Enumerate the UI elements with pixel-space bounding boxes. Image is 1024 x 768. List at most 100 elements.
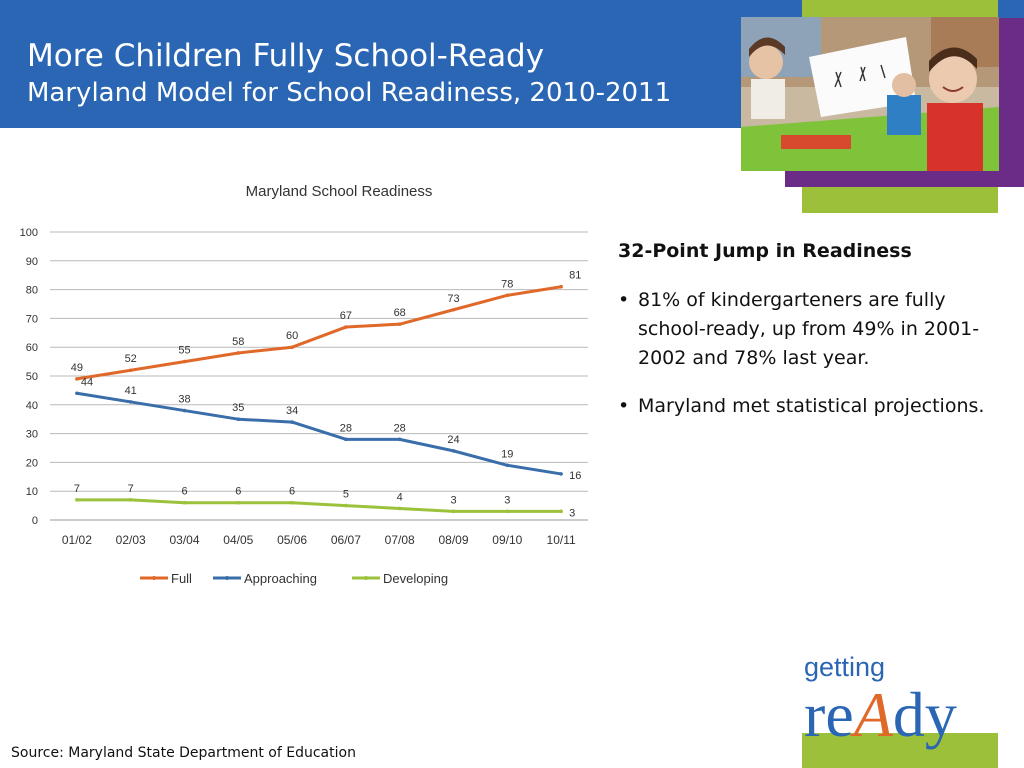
y-tick-label: 90 bbox=[26, 256, 38, 268]
series-line-full bbox=[76, 285, 562, 381]
data-label: 3 bbox=[450, 494, 456, 506]
y-tick-label: 30 bbox=[26, 429, 38, 441]
page-subtitle: Maryland Model for School Readiness, 201… bbox=[27, 78, 672, 108]
data-point bbox=[397, 506, 402, 511]
data-point bbox=[182, 500, 187, 505]
data-label: 24 bbox=[447, 434, 459, 446]
data-point bbox=[344, 325, 348, 329]
data-point bbox=[290, 420, 294, 424]
data-point bbox=[505, 463, 510, 468]
y-tick-label: 10 bbox=[26, 486, 38, 498]
x-tick-label: 07/08 bbox=[385, 533, 415, 547]
y-tick-label: 60 bbox=[26, 342, 38, 354]
x-tick-label: 02/03 bbox=[116, 533, 146, 547]
x-tick-label: 04/05 bbox=[223, 533, 253, 547]
data-label: 28 bbox=[394, 422, 406, 434]
data-label: 60 bbox=[286, 330, 298, 342]
data-label: 19 bbox=[501, 448, 513, 460]
source-note: Source: Maryland State Department of Edu… bbox=[11, 745, 356, 761]
data-label: 55 bbox=[178, 345, 190, 357]
data-label: 49 bbox=[71, 362, 83, 374]
y-tick-label: 40 bbox=[26, 400, 38, 412]
data-label: 6 bbox=[289, 486, 295, 498]
data-label: 78 bbox=[501, 278, 513, 290]
y-tick-label: 50 bbox=[26, 371, 38, 383]
data-point bbox=[505, 293, 510, 298]
data-point bbox=[559, 509, 563, 514]
data-point bbox=[182, 408, 187, 413]
data-label: 81 bbox=[569, 270, 581, 282]
data-label: 16 bbox=[569, 470, 581, 482]
logo-accent-bar bbox=[802, 733, 998, 768]
data-label: 28 bbox=[340, 422, 352, 434]
legend-label: Developing bbox=[383, 571, 448, 586]
data-point bbox=[236, 417, 241, 421]
data-label: 6 bbox=[235, 486, 241, 498]
data-point bbox=[559, 472, 563, 476]
data-label: 67 bbox=[340, 310, 352, 322]
chart-title: Maryland School Readiness bbox=[246, 183, 433, 200]
series-line-approaching bbox=[76, 391, 562, 476]
data-point bbox=[75, 391, 79, 396]
data-point bbox=[451, 307, 456, 312]
data-point bbox=[559, 284, 563, 289]
data-label: 73 bbox=[447, 293, 459, 305]
bullet-text: 81% of kindergarteners are fully school-… bbox=[638, 289, 980, 369]
x-tick-label: 06/07 bbox=[331, 533, 361, 547]
accent-strip-bottom bbox=[802, 187, 998, 213]
bullet-icon: • bbox=[618, 289, 630, 311]
legend-marker bbox=[364, 576, 368, 580]
children-drawing-photo bbox=[741, 17, 999, 171]
data-label: 4 bbox=[397, 491, 403, 503]
data-label: 44 bbox=[81, 376, 93, 388]
bullet-icon: • bbox=[618, 395, 630, 417]
data-point bbox=[75, 377, 79, 381]
x-tick-label: 08/09 bbox=[438, 533, 468, 547]
readiness-line-chart: Maryland School Readiness 01020304050607… bbox=[20, 183, 588, 586]
x-tick-label: 03/04 bbox=[169, 533, 199, 547]
x-tick-label: 01/02 bbox=[62, 533, 92, 547]
data-label: 35 bbox=[232, 402, 244, 414]
data-label: 3 bbox=[504, 494, 510, 506]
legend-marker bbox=[152, 576, 156, 580]
y-tick-label: 80 bbox=[26, 285, 38, 297]
legend-label: Full bbox=[171, 571, 192, 586]
data-point bbox=[451, 509, 456, 514]
y-tick-label: 100 bbox=[20, 227, 38, 239]
data-point bbox=[75, 498, 79, 502]
side-bullet-list: • 81% of kindergarteners are fully schoo… bbox=[618, 286, 998, 440]
data-point bbox=[344, 437, 348, 442]
legend-label: Approaching bbox=[244, 571, 317, 586]
data-point bbox=[397, 322, 402, 326]
data-label: 34 bbox=[286, 405, 298, 417]
y-tick-label: 20 bbox=[26, 457, 38, 469]
data-label: 68 bbox=[394, 307, 406, 319]
data-label: 52 bbox=[125, 353, 137, 365]
data-point bbox=[182, 359, 187, 364]
data-label: 5 bbox=[343, 489, 349, 501]
logo-word-getting: getting bbox=[804, 652, 885, 682]
data-point bbox=[128, 498, 133, 502]
data-point bbox=[290, 345, 294, 349]
getting-ready-logo: getting reAdy bbox=[804, 652, 957, 750]
data-label: 58 bbox=[232, 336, 244, 348]
data-point bbox=[397, 437, 402, 442]
page-title: More Children Fully School-Ready bbox=[27, 38, 545, 74]
x-tick-label: 09/10 bbox=[492, 533, 522, 547]
data-point bbox=[236, 500, 241, 505]
data-label: 7 bbox=[128, 483, 134, 495]
data-point bbox=[128, 400, 133, 404]
data-label: 7 bbox=[74, 483, 80, 495]
bullet-text: Maryland met statistical projections. bbox=[638, 395, 985, 417]
bullet-item: • 81% of kindergarteners are fully schoo… bbox=[618, 286, 998, 373]
data-point bbox=[344, 503, 348, 508]
data-point bbox=[505, 509, 510, 514]
legend-marker bbox=[225, 576, 229, 580]
data-point bbox=[128, 368, 133, 373]
data-label: 3 bbox=[569, 507, 575, 519]
data-label: 6 bbox=[181, 486, 187, 498]
y-tick-label: 70 bbox=[26, 313, 38, 325]
y-tick-label: 0 bbox=[32, 515, 38, 527]
series-line-developing bbox=[76, 498, 562, 513]
data-point bbox=[236, 351, 241, 355]
